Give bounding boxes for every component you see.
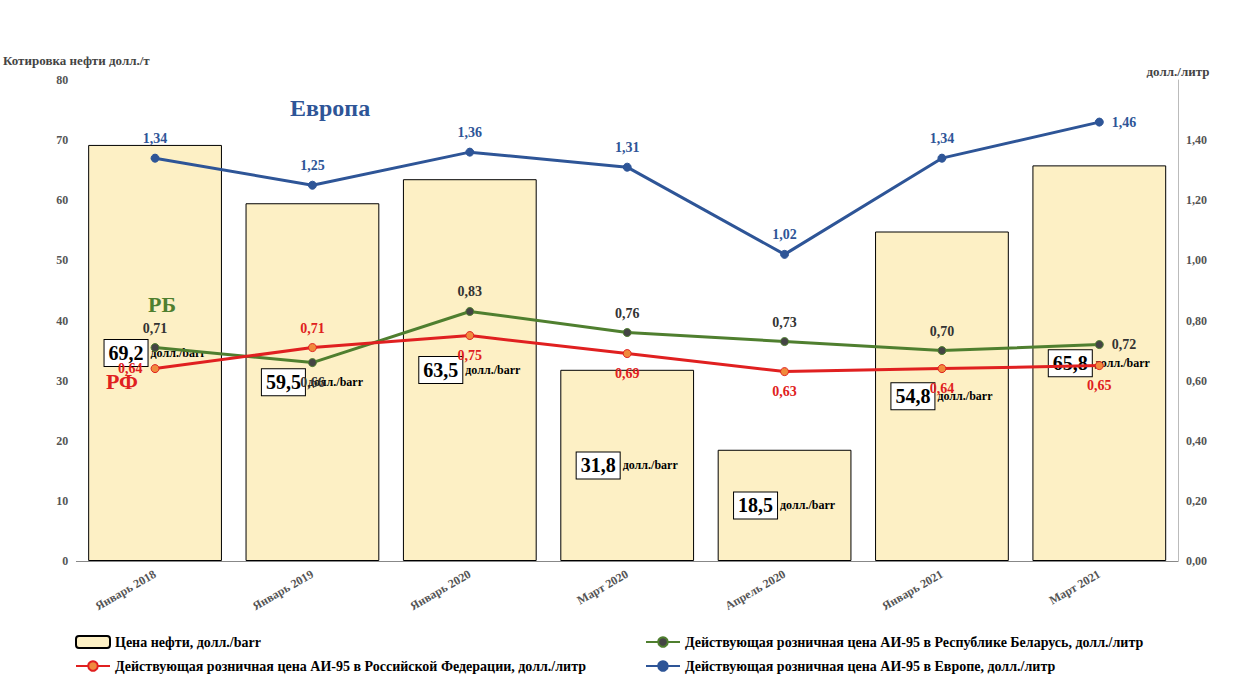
svg-text:Апрель 2020: Апрель 2020: [723, 567, 789, 613]
svg-text:долл./barr: долл./barr: [1092, 356, 1151, 370]
svg-text:0,70: 0,70: [930, 324, 955, 339]
svg-text:70: 70: [56, 133, 68, 147]
svg-text:долл./barr: долл./barr: [304, 375, 363, 390]
svg-text:0,20: 0,20: [1186, 494, 1207, 508]
svg-text:1,40: 1,40: [1186, 133, 1207, 147]
svg-text:Действующая розничная цена АИ-: Действующая розничная цена АИ-95 в Росси…: [115, 659, 586, 674]
svg-text:0,73: 0,73: [772, 315, 797, 330]
svg-text:63,5: 63,5: [423, 359, 458, 381]
svg-text:Март 2021: Март 2021: [1047, 567, 1103, 607]
svg-text:РБ: РБ: [148, 292, 176, 317]
html-text:69,2 долл./barr: 69,2 долл./barr: [108, 342, 206, 364]
svg-text:59,5: 59,5: [266, 371, 301, 393]
svg-text:30: 30: [56, 374, 68, 388]
svg-text:1,46: 1,46: [1112, 115, 1137, 130]
svg-text:1,34: 1,34: [930, 131, 955, 146]
svg-text:Цена нефти, долл./barr: Цена нефти, долл./barr: [115, 635, 261, 650]
svg-text:0,00: 0,00: [1186, 554, 1207, 568]
svg-text:Январь 2018: Январь 2018: [93, 567, 159, 613]
svg-text:18,5: 18,5: [738, 494, 773, 516]
svg-text:1,20: 1,20: [1186, 193, 1207, 207]
svg-text:долл./barr: долл./barr: [934, 389, 993, 404]
svg-text:20: 20: [56, 434, 68, 448]
svg-text:долл./barr: долл./barr: [777, 498, 836, 512]
svg-text:0,71: 0,71: [300, 321, 325, 336]
svg-text:65,8: 65,8: [1053, 352, 1088, 374]
svg-text:10: 10: [56, 494, 68, 508]
svg-text:Действующая розничная цена АИ-: Действующая розничная цена АИ-95 в Европ…: [685, 659, 1055, 674]
svg-text:Котировка нефти долл./т: Котировка нефти долл./т: [3, 53, 150, 68]
svg-text:1,25: 1,25: [300, 158, 325, 173]
svg-text:0,66: 0,66: [300, 375, 325, 390]
svg-text:1,02: 1,02: [772, 227, 797, 242]
svg-text:0,69: 0,69: [615, 366, 640, 381]
svg-text:долл./литр: долл./литр: [1147, 64, 1210, 79]
svg-text:1,00: 1,00: [1186, 253, 1207, 267]
svg-text:РФ: РФ: [106, 369, 138, 394]
svg-text:Январь 2021: Январь 2021: [880, 567, 946, 613]
svg-text:1,36: 1,36: [458, 125, 483, 140]
svg-text:0,60: 0,60: [1186, 374, 1207, 388]
svg-text:54,8: 54,8: [895, 385, 930, 407]
svg-text:Январь 2019: Январь 2019: [250, 567, 316, 613]
svg-text:0,75: 0,75: [458, 348, 483, 363]
svg-text:Январь 2020: Январь 2020: [407, 567, 473, 613]
svg-text:Действующая розничная цена АИ-: Действующая розничная цена АИ-95 в Респу…: [685, 635, 1143, 650]
svg-text:0,40: 0,40: [1186, 434, 1207, 448]
svg-text:0,71: 0,71: [143, 321, 168, 336]
svg-text:Европа: Европа: [290, 95, 370, 121]
svg-text:долл./barr: долл./barr: [620, 458, 679, 472]
svg-text:40: 40: [56, 314, 68, 328]
svg-text:0,63: 0,63: [772, 384, 797, 399]
svg-text:50: 50: [56, 253, 68, 267]
svg-text:0,76: 0,76: [615, 306, 640, 321]
svg-text:1,31: 1,31: [615, 140, 640, 155]
svg-text:0,80: 0,80: [1186, 314, 1207, 328]
svg-text:Март 2020: Март 2020: [575, 567, 631, 607]
svg-text:0,64: 0,64: [930, 381, 955, 396]
svg-text:0,83: 0,83: [458, 284, 483, 299]
svg-text:0,65: 0,65: [1087, 378, 1112, 393]
svg-text:1,34: 1,34: [143, 131, 168, 146]
svg-text:0,72: 0,72: [1112, 337, 1137, 352]
svg-text:80: 80: [56, 73, 68, 87]
svg-text:31,8: 31,8: [581, 454, 616, 476]
svg-text:60: 60: [56, 193, 68, 207]
svg-text:0: 0: [62, 554, 68, 568]
svg-text:долл./barr: долл./barr: [462, 363, 521, 377]
